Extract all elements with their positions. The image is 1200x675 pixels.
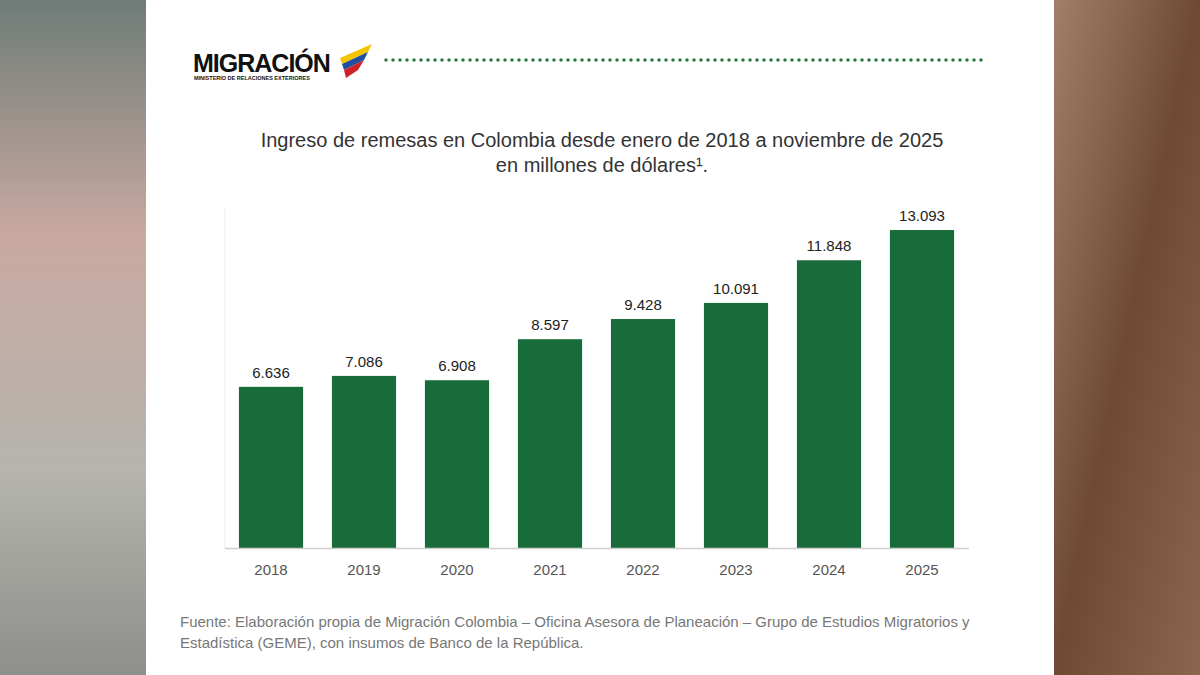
data-label: 6.908 (438, 357, 476, 374)
x-tick-label: 2022 (626, 561, 659, 578)
bar (890, 230, 954, 548)
bar (425, 380, 489, 548)
data-label: 10.091 (713, 280, 759, 297)
x-tick-label: 2023 (719, 561, 752, 578)
x-tick: 2022 (626, 548, 659, 578)
data-label: 11.848 (807, 237, 852, 254)
logo: MIGRACIÓNMINISTERIO DE RELACIONES EXTERI… (193, 44, 372, 81)
bar (611, 319, 675, 548)
x-tick-label: 2018 (254, 561, 287, 578)
logo-text: MIGRACIÓN (193, 48, 330, 77)
x-tick: 2020 (440, 548, 473, 578)
x-axis: 2018 2019 2020 2021 2022 2023 2024 2025 (225, 548, 969, 578)
x-axis-line (225, 548, 969, 550)
y-axis (225, 209, 226, 549)
data-labels: 6.636 7.086 6.908 8.597 9.428 10.091 11.848 13.… (252, 207, 945, 381)
x-tick-label: 2019 (347, 561, 380, 578)
x-tick-label: 2021 (533, 561, 566, 578)
x-tick: 2019 (347, 548, 380, 578)
bar (332, 376, 396, 548)
source: Fuente: Elaboración propia de Migración … (180, 613, 970, 651)
x-tick-label: 2020 (440, 561, 473, 578)
background-left (0, 0, 146, 675)
data-label: 8.597 (531, 316, 569, 333)
logo-subtitle: MINISTERIO DE RELACIONES EXTERIORES (194, 75, 310, 81)
data-label: 13.093 (899, 207, 945, 224)
text-line: Ingreso de remesas en Colombia desde ene… (261, 129, 944, 151)
background-right (1054, 0, 1200, 675)
x-tick: 2025 (905, 548, 938, 578)
bar (239, 387, 303, 548)
x-tick: 2024 (812, 548, 845, 578)
bar (704, 303, 768, 548)
data-label: 6.636 (252, 364, 290, 381)
x-tick: 2018 (254, 548, 287, 578)
panel (146, 0, 1054, 675)
data-label: 7.086 (345, 353, 383, 370)
canvas: MIGRACIÓNMINISTERIO DE RELACIONES EXTERI… (0, 0, 1200, 675)
bar (518, 339, 582, 548)
text-line: en millones de dólares¹. (496, 154, 708, 176)
x-tick: 2023 (719, 548, 752, 578)
text-line: Estadística (GEME), con insumos de Banco… (180, 634, 584, 651)
data-label: 9.428 (624, 296, 662, 313)
x-tick-label: 2024 (812, 561, 845, 578)
dotted-rule (386, 58, 985, 62)
bars (239, 230, 954, 548)
bar (797, 260, 861, 548)
y-axis-line (225, 209, 226, 549)
title: Ingreso de remesas en Colombia desde ene… (261, 129, 944, 176)
text-line: Fuente: Elaboración propia de Migración … (180, 613, 970, 630)
logo-flag (344, 60, 364, 78)
x-tick-label: 2025 (905, 561, 938, 578)
x-tick: 2021 (533, 548, 566, 578)
